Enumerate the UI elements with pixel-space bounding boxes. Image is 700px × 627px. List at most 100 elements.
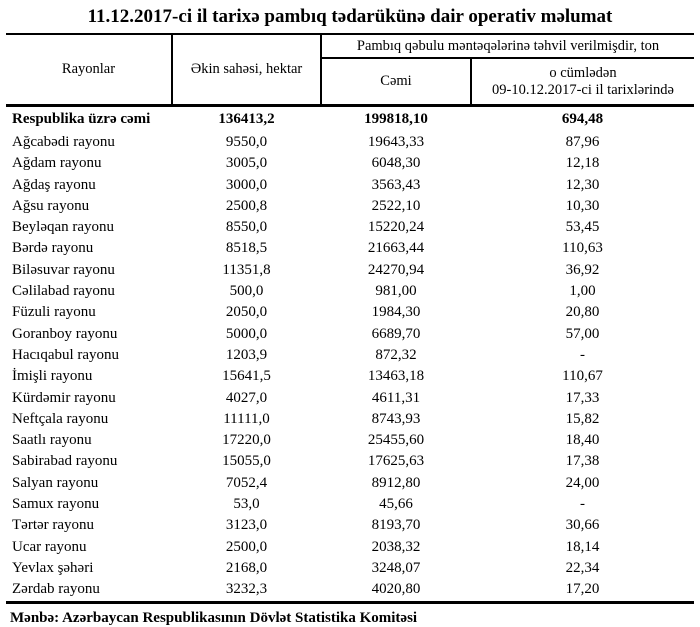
cell-total: 6689,70 [371,325,421,342]
cell-area: 2500,8 [225,197,268,214]
cell-total: 8193,70 [371,517,421,534]
table-row: İmişli rayonu 15641,5 13463,18 110,67 [6,366,694,387]
cell-area: 3232,3 [225,581,268,598]
cell-total: 13463,18 [367,368,425,385]
cell-recent: 22,34 [565,559,600,576]
table-row: Ağdaş rayonu 3000,0 3563,43 12,30 [6,175,694,196]
cell-district: Neftçala rayonu [12,410,109,427]
cell-area: 5000,0 [225,325,268,342]
cell-area: 11351,8 [222,261,271,278]
cell-total: 3248,07 [371,559,421,576]
cell-recent: 17,20 [565,581,600,598]
cell-total: 2522,10 [371,197,421,214]
cell-total: 17625,63 [367,453,425,470]
source-note: Mənbə: Azərbaycan Respublikasının Dövlət… [10,609,418,626]
cell-area: 8518,5 [225,240,268,257]
table-row: Beyləqan rayonu 8550,0 15220,24 53,45 [6,217,694,238]
cell-total: 981,00 [375,283,417,300]
table-row: Salyan rayonu 7052,4 8912,80 24,00 [6,473,694,494]
table-row: Neftçala rayonu 11111,0 8743,93 15,82 [6,409,694,430]
page-title: 11.12.2017-ci il tarixə pambıq tədarükün… [87,6,613,27]
cell-recent: 12,18 [565,155,600,172]
cell-area: 15055,0 [222,453,271,470]
table-row: Sabirabad rayonu 15055,0 17625,63 17,38 [6,451,694,472]
cell-total: 19643,33 [367,134,425,150]
header-cell-area: Əkin sahəsi, hektar [172,34,322,106]
table-row: Goranboy rayonu 5000,0 6689,70 57,00 [6,324,694,345]
cell-recent: 694,48 [561,111,604,127]
cell-district: Biləsuvar rayonu [12,261,115,278]
cell-district: Zərdab rayonu [12,581,100,598]
cell-district: Salyan rayonu [12,474,99,491]
cell-total: 21663,44 [367,240,425,257]
cell-district: Ağcabədi rayonu [12,134,115,150]
table-row: Zərdab rayonu 3232,3 4020,80 17,20 [6,579,694,602]
cell-recent: 10,30 [565,197,600,214]
cell-area: 11111,0 [223,410,270,427]
cell-total: 4020,80 [371,581,421,598]
cell-total: 3563,43 [371,176,421,193]
cell-recent: 36,92 [565,261,600,278]
cell-area: 17220,0 [222,432,271,449]
cell-recent: 53,45 [565,219,600,236]
cell-recent: 18,40 [565,432,600,449]
cell-area: 2500,0 [225,538,268,555]
cell-total: 4611,31 [371,389,421,406]
cell-recent: 87,96 [565,134,600,150]
table-row: Cəlilabad rayonu 500,0 981,00 1,00 [6,281,694,302]
cell-area: 3000,0 [225,176,268,193]
cell-recent: 12,30 [565,176,600,193]
data-table: Rayonlar Əkin sahəsi, hektar Pambıq qəbu… [6,33,694,604]
header-cell-recent: o cümlədən 09-10.12.2017-ci il tarixləri… [471,58,694,106]
cell-district: Tərtər rayonu [12,517,95,534]
table-row: Respublika üzrə cəmi 136413,2 199818,10 694… [6,106,694,133]
cell-district: İmişli rayonu [12,368,93,385]
cell-district: Respublika üzrə cəmi [12,111,151,127]
cell-recent: 17,38 [565,453,600,470]
table-row: Ağcabədi rayonu 9550,0 19643,33 87,96 [6,132,694,153]
table-body: Respublika üzrə cəmi 136413,2 199818,10 694… [6,106,694,603]
cell-recent: 18,14 [565,538,600,555]
cell-district: Samux rayonu [12,496,100,513]
cell-district: Saatlı rayonu [12,432,92,449]
cell-recent: 110,63 [562,240,603,257]
cell-district: Cəlilabad rayonu [12,283,115,300]
cell-recent: 1,00 [569,283,596,300]
cell-total: 6048,30 [371,155,421,172]
cell-area: 15641,5 [222,368,271,385]
cell-district: Ucar rayonu [12,538,87,555]
cell-area: 8550,0 [225,219,268,236]
cell-district: Bərdə rayonu [12,240,94,257]
cell-recent: 30,66 [565,517,600,534]
table-row: Tərtər rayonu 3123,0 8193,70 30,66 [6,515,694,536]
cell-total: 199818,10 [364,111,428,127]
cell-district: Beyləqan rayonu [12,219,115,236]
cell-recent: 17,33 [565,389,600,406]
cell-total: 2038,32 [371,538,421,555]
cell-district: Füzuli rayonu [12,304,96,321]
cell-recent: 57,00 [565,325,600,342]
cell-recent: 15,82 [565,410,600,427]
cell-area: 2050,0 [225,304,268,321]
cell-district: Ağsu rayonu [12,197,90,214]
cell-total: 15220,24 [367,219,425,236]
cell-district: Hacıqabul rayonu [12,346,120,363]
table-row: Bərdə rayonu 8518,5 21663,44 110,63 [6,238,694,259]
cell-area: 53,0 [233,496,260,513]
cell-district: Ağdaş rayonu [12,176,96,193]
table-row: Kürdəmir rayonu 4027,0 4611,31 17,33 [6,388,694,409]
cell-recent: 110,67 [562,368,603,385]
cell-area: 1203,9 [225,346,268,363]
table-row: Samux rayonu 53,0 45,66 - [6,494,694,515]
cell-area: 136413,2 [218,111,275,127]
cell-recent: - [580,346,585,363]
cell-district: Yevlax şəhəri [12,559,94,576]
cell-district: Ağdam rayonu [12,155,102,172]
cell-total: 24270,94 [367,261,425,278]
cell-total: 1984,30 [371,304,421,321]
table-row: Ağsu rayonu 2500,8 2522,10 10,30 [6,196,694,217]
header-recent-line1: o cümlədən [549,64,617,81]
cell-total: 45,66 [379,496,413,513]
cell-area: 7052,4 [225,474,268,491]
